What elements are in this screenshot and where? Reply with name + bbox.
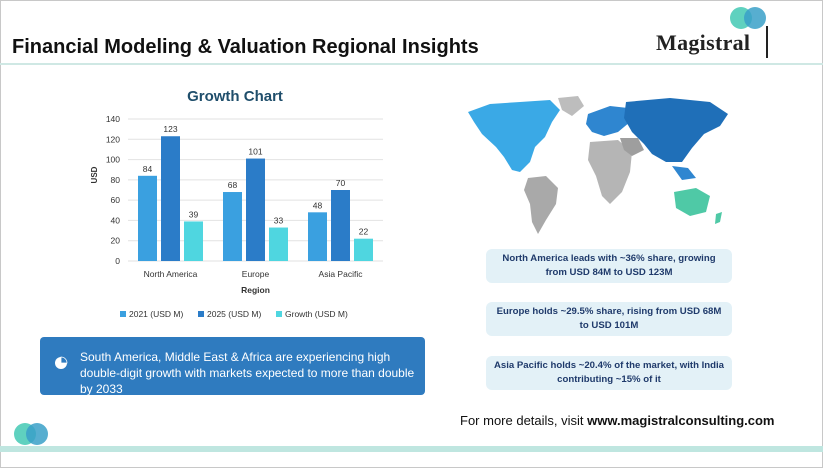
info-box-asia-pacific: Asia Pacific holds ~20.4% of the market,… xyxy=(486,356,732,390)
legend-swatch xyxy=(276,311,282,317)
bar-value-label: 39 xyxy=(189,209,199,219)
y-tick-label: 120 xyxy=(106,134,120,144)
y-tick-label: 80 xyxy=(111,175,121,185)
insight-callout: South America, Middle East & Africa are … xyxy=(40,337,425,396)
bar-value-label: 123 xyxy=(163,124,177,134)
bar xyxy=(269,227,288,261)
legend-label: Growth (USD M) xyxy=(285,309,348,319)
map-south-america xyxy=(524,176,558,234)
y-tick-label: 140 xyxy=(106,114,120,124)
bar-value-label: 84 xyxy=(143,164,153,174)
chart-title: Growth Chart xyxy=(187,88,283,105)
logo-divider xyxy=(766,26,768,58)
bar xyxy=(308,212,327,261)
map-africa xyxy=(588,140,632,204)
map-greenland xyxy=(558,96,584,116)
map-asia xyxy=(624,98,728,162)
page-title: Financial Modeling & Valuation Regional … xyxy=(12,36,479,58)
callout-text: South America, Middle East & Africa are … xyxy=(80,350,415,396)
legend-label: 2025 (USD M) xyxy=(207,309,261,319)
legend-swatch xyxy=(120,311,126,317)
bar-value-label: 70 xyxy=(336,178,346,188)
map-australia xyxy=(674,188,710,216)
bar-value-label: 48 xyxy=(313,200,323,210)
y-tick-label: 60 xyxy=(111,195,121,205)
map-southeast-asia xyxy=(672,166,696,180)
world-map xyxy=(468,96,728,234)
bar xyxy=(246,158,265,261)
y-tick-label: 0 xyxy=(115,256,120,266)
bar-value-label: 68 xyxy=(228,180,238,190)
bar xyxy=(161,136,180,261)
logo: Magistral xyxy=(656,30,751,55)
x-tick-label: Europe xyxy=(242,269,270,279)
x-axis-label: Region xyxy=(241,285,270,295)
y-axis-label: USD xyxy=(90,166,99,183)
x-tick-label: North America xyxy=(144,269,198,279)
footer-text: For more details, visit www.magistralcon… xyxy=(460,413,774,428)
y-tick-label: 40 xyxy=(111,215,121,225)
bar xyxy=(223,192,242,261)
y-tick-label: 20 xyxy=(111,236,121,246)
legend-label: 2021 (USD M) xyxy=(129,309,183,319)
bar xyxy=(354,238,373,261)
info-box-north-america: North America leads with ~36% share, gro… xyxy=(486,249,732,283)
bar-value-label: 22 xyxy=(359,227,369,237)
growth-chart: 0 20 40 60 80 100 120 140 USD 84 123 39 North Americ… xyxy=(90,114,383,319)
logo-circle-blue xyxy=(744,7,766,29)
footer-link[interactable]: www.magistralconsulting.com xyxy=(587,413,775,428)
map-new-zealand xyxy=(715,212,722,224)
footer-circle-blue xyxy=(26,423,48,445)
map-middle-east xyxy=(620,138,644,156)
header-divider xyxy=(0,63,823,65)
bar-value-label: 101 xyxy=(248,147,262,157)
map-north-america xyxy=(468,100,560,172)
info-box-europe: Europe holds ~29.5% share, rising from U… xyxy=(486,302,732,336)
y-tick-label: 100 xyxy=(106,155,120,165)
footer-band xyxy=(0,446,823,452)
legend-swatch xyxy=(198,311,204,317)
bar-value-label: 33 xyxy=(274,216,284,226)
footer-prefix: For more details, visit xyxy=(460,413,588,428)
x-tick-label: Asia Pacific xyxy=(319,269,364,279)
bar xyxy=(138,175,157,261)
bar xyxy=(331,190,350,261)
map-europe xyxy=(586,106,630,136)
bar xyxy=(184,221,203,261)
pie-chart-icon xyxy=(55,356,68,369)
